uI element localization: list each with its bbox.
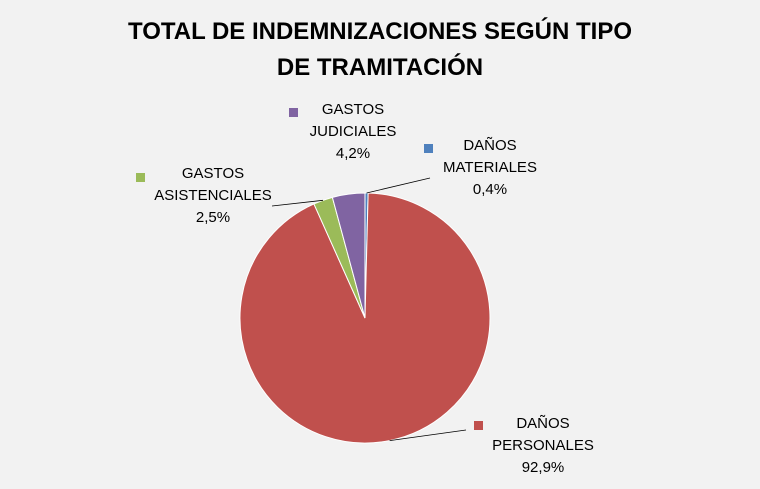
legend-marker-gastos-judiciales	[289, 108, 298, 117]
legend-marker-da-os-materiales	[424, 144, 433, 153]
leader-line-da-os-materiales	[366, 177, 431, 194]
chart-title: TOTAL DE INDEMNIZACIONES SEGÚN TIPO DE T…	[127, 18, 633, 81]
leader-line-gastos-asistenciales	[271, 199, 324, 207]
leader-line-da-os-personales	[389, 429, 467, 441]
pie-slice-gastos-judiciales	[331, 192, 366, 319]
legend-marker-da-os-personales	[474, 421, 483, 430]
data-label-da-os-materiales: DAÑOS MATERIALES 0,4%	[443, 137, 537, 198]
data-label-gastos-judiciales: GASTOS JUDICIALES 4,2%	[310, 101, 397, 162]
data-label-da-os-personales: DAÑOS PERSONALES 92,9%	[492, 415, 594, 476]
data-label-gastos-asistenciales: GASTOS ASISTENCIALES 2,5%	[154, 165, 272, 226]
legend-marker-gastos-asistenciales	[136, 173, 145, 182]
